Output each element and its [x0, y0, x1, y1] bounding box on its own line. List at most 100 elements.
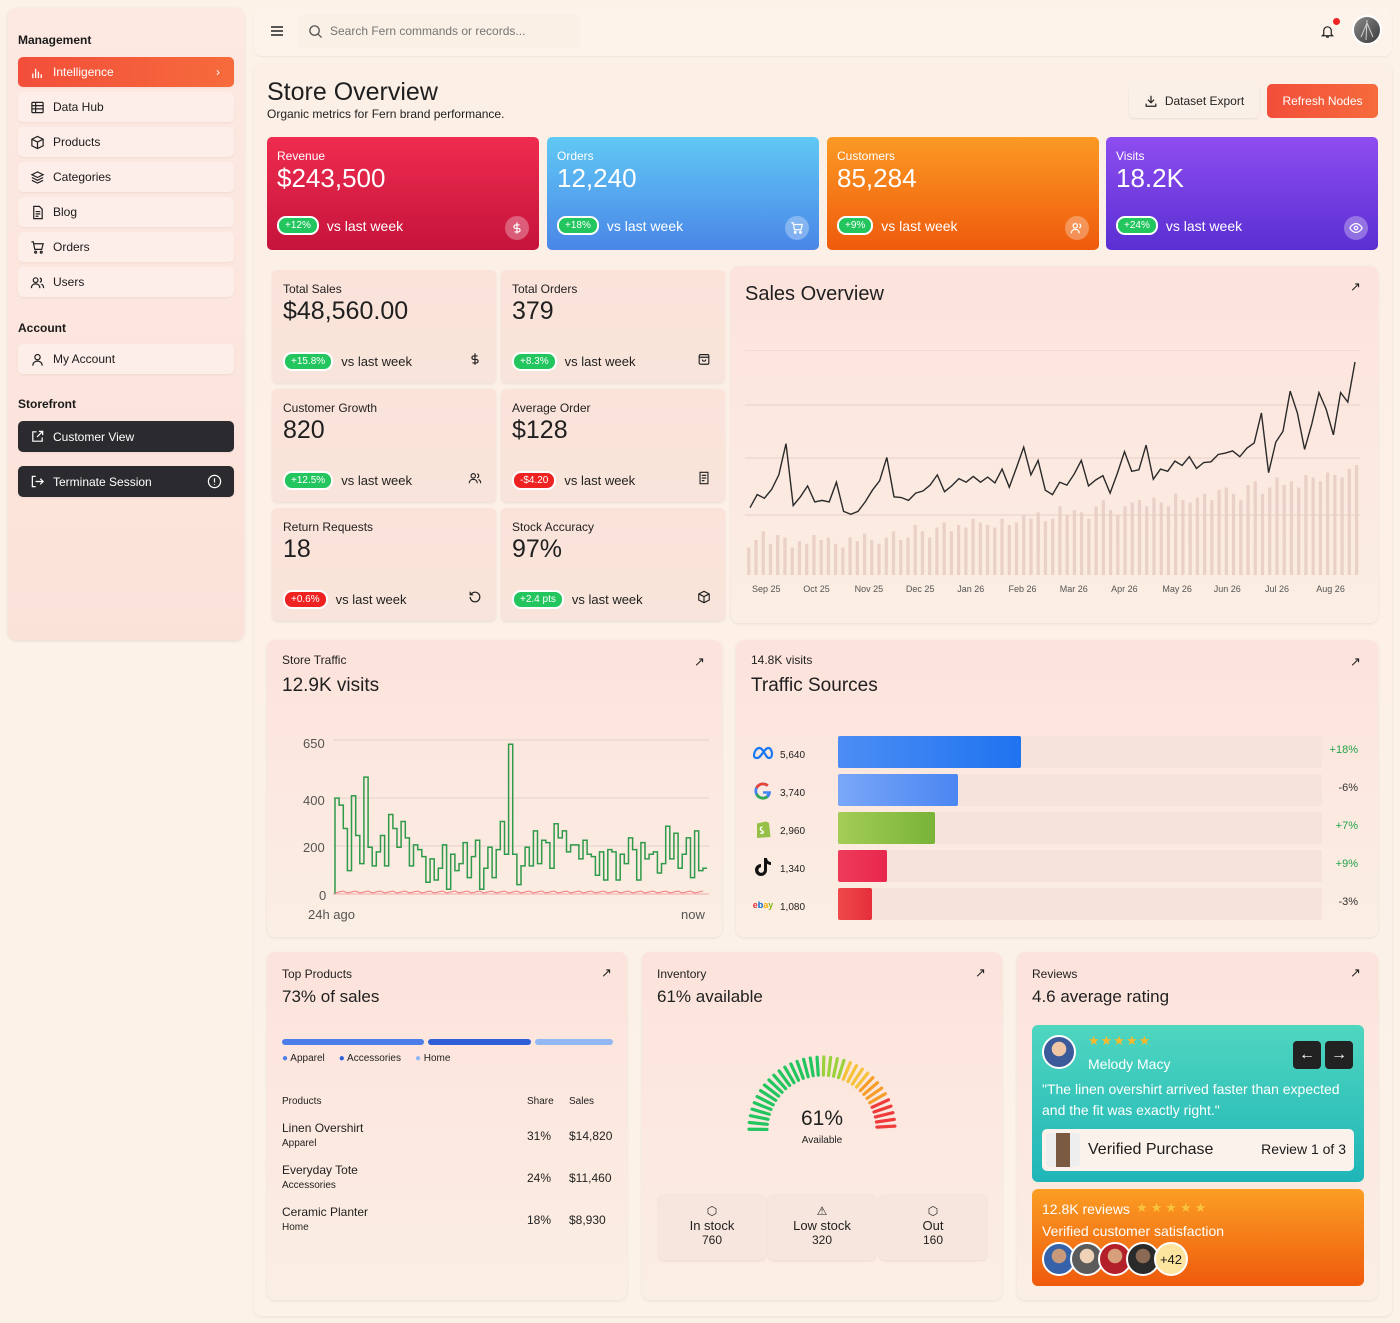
customer-view-button[interactable]: Customer View [18, 421, 234, 452]
volume-bar [1217, 490, 1221, 575]
expand-arrow-icon[interactable]: ↗ [1350, 654, 1361, 669]
volume-bar [935, 527, 939, 575]
volume-bar [971, 518, 975, 575]
volume-bar [1137, 500, 1142, 575]
volume-bar [761, 531, 765, 575]
source-change: +9% [1335, 858, 1358, 870]
source-change: +18% [1329, 744, 1358, 756]
top-products-label: Top Products [282, 967, 353, 981]
bell-icon[interactable] [1312, 16, 1342, 46]
reviews-summary: 12.8K reviews ★★★★★ Verified customer sa… [1032, 1189, 1364, 1286]
volume-bar [805, 543, 809, 575]
volume-bar [956, 525, 961, 575]
traffic-source-row: 2,960 +7% [752, 812, 1362, 844]
expand-arrow-icon[interactable]: ↗ [975, 965, 986, 980]
y-tick-0: 0 [319, 888, 327, 903]
volume-bar [1347, 468, 1351, 575]
volume-bar [1304, 475, 1308, 575]
sidebar-item-blog[interactable]: Blog [18, 197, 234, 227]
source-value: 3,740 [780, 788, 806, 799]
reviewer-avatar [1042, 1035, 1076, 1069]
review-quote: "The linen overshirt arrived faster than… [1042, 1081, 1340, 1118]
expand-arrow-icon[interactable]: ↗ [601, 965, 612, 980]
gauge-segment [831, 1057, 839, 1078]
search-input[interactable] [330, 24, 570, 38]
gauge-segment [865, 1086, 884, 1100]
x-tick-label: Apr 26 [1111, 584, 1138, 594]
expand-arrow-icon[interactable]: ↗ [1350, 965, 1361, 980]
stat-footer: +15.8% vs last week [283, 352, 412, 371]
gauge-segment [777, 1069, 792, 1088]
volume-bar [1101, 500, 1105, 575]
x-tick-label: Aug 26 [1316, 584, 1345, 594]
next-arrow-button[interactable]: → [1325, 1041, 1353, 1069]
stat-card-total-sales: Total Sales $48,560.00 +15.8% vs last week [272, 270, 496, 383]
volume-bar [1043, 521, 1048, 575]
prev-arrow-button[interactable]: ← [1293, 1041, 1321, 1069]
kpi-card-revenue: Revenue $243,500 +12% vs last week [267, 137, 539, 250]
sidebar-item-users[interactable]: Users [18, 267, 234, 297]
sidebar-item-data-hub[interactable]: Data Hub [18, 92, 234, 122]
bar-track [838, 850, 1322, 882]
kpi-card-orders: Orders 12,240 +18% vs last week [547, 137, 819, 250]
review-carousel: ★★★★★ Melody Macy ← → "The linen overshi… [1032, 1025, 1364, 1182]
stat-card-stock-accuracy: Stock Accuracy 97% +2.4 pts vs last week [501, 508, 725, 621]
sidebar-item-orders[interactable]: Orders [18, 232, 234, 262]
low-stock-label: Low stock [793, 1218, 851, 1233]
verified-purchase-label: Verified Purchase [1088, 1141, 1214, 1158]
source-value: 1,080 [780, 902, 806, 913]
avatar[interactable] [1352, 15, 1382, 45]
product-share: 24% [527, 1171, 552, 1185]
x-tick-label: Jan 26 [957, 584, 984, 594]
sidebar-item-categories[interactable]: Categories [18, 162, 234, 192]
search-box[interactable] [298, 14, 580, 48]
volume-bar [920, 531, 925, 575]
volume-bar [1087, 518, 1091, 575]
logout-icon [31, 475, 44, 488]
review-count: 12.8K reviews [1042, 1201, 1130, 1217]
stat-note: vs last week [564, 354, 636, 369]
volume-bar [1130, 502, 1134, 575]
sidebar-item-intelligence[interactable]: Intelligence › [18, 57, 234, 87]
delta-badge: +15.8% [283, 352, 334, 371]
volume-bar [1325, 472, 1330, 575]
page-title: Store Overview [267, 78, 438, 106]
expand-arrow-icon[interactable]: ↗ [1350, 279, 1361, 294]
stat-note: vs last week [335, 592, 407, 607]
volume-bar [993, 527, 997, 575]
menu-icon[interactable] [264, 18, 290, 44]
kpi-footer: +18% vs last week [557, 216, 683, 235]
x-tick-label: Jun 26 [1214, 584, 1241, 594]
baseline-line [334, 890, 704, 894]
cart-icon [31, 240, 44, 254]
x-tick-label: Nov 25 [855, 584, 884, 594]
sidebar-item-label: Orders [53, 240, 90, 254]
gauge-segment [808, 1056, 815, 1078]
sidebar-item-my-account[interactable]: My Account [18, 344, 234, 374]
gauge-segment [854, 1071, 870, 1089]
product-sales: $14,820 [569, 1129, 613, 1143]
product-name: Linen Overshirt [282, 1121, 364, 1135]
gauge-segment [762, 1083, 781, 1098]
col-sales: Sales [569, 1096, 595, 1107]
terminate-session-button[interactable]: Terminate Session [18, 466, 234, 497]
ebay-icon: ebay [752, 900, 774, 910]
in-stock-label: In stock [689, 1218, 735, 1233]
volume-bar [1260, 493, 1265, 575]
volume-bar [797, 541, 802, 575]
download-icon [1145, 95, 1157, 107]
cart-icon [785, 216, 809, 240]
stat-value: 18 [283, 535, 311, 563]
sidebar-item-products[interactable]: Products [18, 127, 234, 157]
store-traffic-chart [333, 739, 709, 895]
kpi-value: 85,284 [837, 163, 917, 193]
kpi-label: Visits [1116, 149, 1145, 163]
star-rating: ★★★★★ [1088, 1033, 1152, 1048]
gauge-segment [815, 1055, 820, 1077]
volume-bar [884, 537, 888, 575]
expand-arrow-icon[interactable]: ↗ [694, 654, 705, 669]
dataset-export-button[interactable]: Dataset Export [1129, 84, 1259, 118]
delta-badge: +8.3% [512, 352, 557, 371]
refresh-nodes-button[interactable]: Refresh Nodes [1267, 84, 1378, 118]
y-tick-200: 200 [303, 840, 325, 855]
